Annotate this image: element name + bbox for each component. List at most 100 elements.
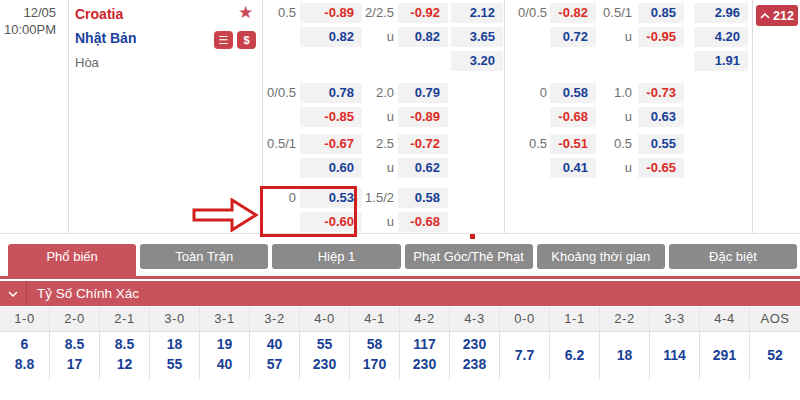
odds-cell[interactable]: 0.58 [398,188,448,208]
bet-slip-icon[interactable]: ☰ [214,31,233,49]
handicap-label: 0.5 [263,3,296,23]
odds-cell[interactable]: 1.91 [694,51,748,71]
odds-cell[interactable]: 0.41 [550,158,596,178]
score-column: 2-2 18 [600,307,650,380]
odds-cell[interactable]: -0.68 [550,107,596,127]
score-odds[interactable]: 17 [50,354,99,374]
tab-phat-goc[interactable]: Phạt Góc/Thẻ Phạt [405,244,533,269]
score-odds[interactable]: 230 [300,354,349,374]
score-odds[interactable]: 8.8 [0,354,49,374]
score-odds[interactable]: 8.5 [50,334,99,354]
score-column: 4-2 117 230 [400,307,450,380]
score-odds[interactable]: 6.2 [550,334,599,376]
odds-cell[interactable]: -0.82 [550,3,596,23]
score-odds[interactable]: 6 [0,334,49,354]
score-odds[interactable]: 55 [150,354,199,374]
odds-cell[interactable]: 0.79 [398,83,448,103]
odds-cell[interactable]: -0.95 [638,27,684,47]
tab-pho-bien[interactable]: Phổ biến [8,244,136,279]
score-odds[interactable]: 8.5 [100,334,149,354]
odds-cell[interactable]: -0.68 [398,212,448,232]
odds-cell[interactable]: 0.85 [638,3,684,23]
score-odds[interactable]: 12 [100,354,149,374]
tab-hiep-1[interactable]: Hiệp 1 [272,244,400,269]
handicap-label: 0/0.5 [505,3,547,23]
odds-cell[interactable]: 0.82 [300,27,362,47]
handicap-label: 0.5/1 [263,134,296,154]
score-odds[interactable]: 55 [300,334,349,354]
total-label: 1.5/2 [361,188,394,208]
odds-cell[interactable]: 0.60 [300,158,362,178]
odds-cell[interactable]: -0.65 [638,158,684,178]
score-odds[interactable]: 230 [400,354,449,374]
score-odds[interactable]: 52 [750,334,800,376]
tab-dac-biet[interactable]: Đặc biệt [669,244,797,269]
odds-cell[interactable]: -0.73 [638,83,684,103]
score-header: 1-0 [0,307,49,332]
total-label: u [600,107,632,127]
score-odds[interactable]: 40 [200,354,249,374]
score-odds[interactable]: 58 [350,334,399,354]
market-tabs: Phổ biến Toàn Trận Hiệp 1 Phạt Góc/Thẻ P… [0,244,800,280]
score-odds[interactable]: 230 [450,334,499,354]
score-odds[interactable]: 18 [600,334,649,376]
odds-cell[interactable]: 0.63 [638,107,684,127]
score-odds[interactable]: 238 [450,354,499,374]
odds-cell[interactable]: 3.65 [451,27,503,47]
odds-panel: 12/05 10:00PM Croatia Nhật Bản Hòa ★ ☰ $… [0,0,800,234]
odds-cell[interactable]: 0.62 [398,158,448,178]
score-odds[interactable]: 57 [250,354,299,374]
odds-cell[interactable]: 0.55 [638,134,684,154]
score-header: 2-1 [100,307,149,332]
total-label: u [361,107,394,127]
odds-cell[interactable]: -0.89 [398,107,448,127]
score-odds[interactable]: 18 [150,334,199,354]
score-odds[interactable]: 114 [650,334,699,376]
score-column: 4-3 230 238 [450,307,500,380]
score-header: 3-2 [250,307,299,332]
odds-cell[interactable]: 4.20 [694,27,748,47]
odds-cell[interactable]: 2.12 [451,3,503,23]
score-column: 4-4 291 [700,307,750,380]
odds-cell[interactable]: 0.72 [550,27,596,47]
score-odds[interactable]: 170 [350,354,399,374]
score-header: 4-2 [400,307,449,332]
odds-cell[interactable]: -0.89 [300,3,362,23]
score-column: 3-1 19 40 [200,307,250,380]
odds-row: 0.82 u 0.82 3.65 [263,27,511,47]
odds-cell[interactable]: 3.20 [451,51,503,71]
market-count: 212 [773,9,794,23]
odds-cell[interactable]: -0.85 [300,107,362,127]
odds-cell[interactable]: 0.78 [300,83,362,103]
score-odds[interactable]: 7.7 [500,334,549,376]
score-header: 0-0 [500,307,549,332]
more-markets-badge[interactable]: 212 [756,5,798,26]
odds-cell[interactable]: 2.96 [694,3,748,23]
score-odds[interactable]: 117 [400,334,449,354]
total-label: 0.5/1 [600,3,632,23]
score-odds[interactable]: 19 [200,334,249,354]
odds-row: -0.68 u 0.63 [505,107,753,127]
favorite-star-icon[interactable]: ★ [238,3,253,23]
tab-underline [0,276,800,279]
odds-cell[interactable]: -0.51 [550,134,596,154]
tab-toan-tran[interactable]: Toàn Trận [140,244,268,269]
score-header: 4-0 [300,307,349,332]
score-odds[interactable]: 40 [250,334,299,354]
dollar-icon[interactable]: $ [237,31,256,49]
odds-row: 0.72 u -0.95 4.20 [505,27,753,47]
market-section-header[interactable]: Tỷ Số Chính Xác [0,281,800,306]
odds-cell[interactable]: -0.72 [398,134,448,154]
odds-cell[interactable]: -0.67 [300,134,362,154]
total-label: u [361,212,394,232]
score-header: 4-1 [350,307,399,332]
odds-cell[interactable]: 0.82 [398,27,448,47]
tab-khoang-thoi-gian[interactable]: Khoảng thời gian [537,244,665,269]
score-header: AOS [750,307,800,332]
chevron-down-icon[interactable] [0,281,27,306]
handicap-label: 0.5 [505,134,547,154]
odds-cell[interactable]: -0.92 [398,3,448,23]
score-odds[interactable]: 291 [700,334,749,376]
total-label: u [361,27,394,47]
odds-cell[interactable]: 0.58 [550,83,596,103]
